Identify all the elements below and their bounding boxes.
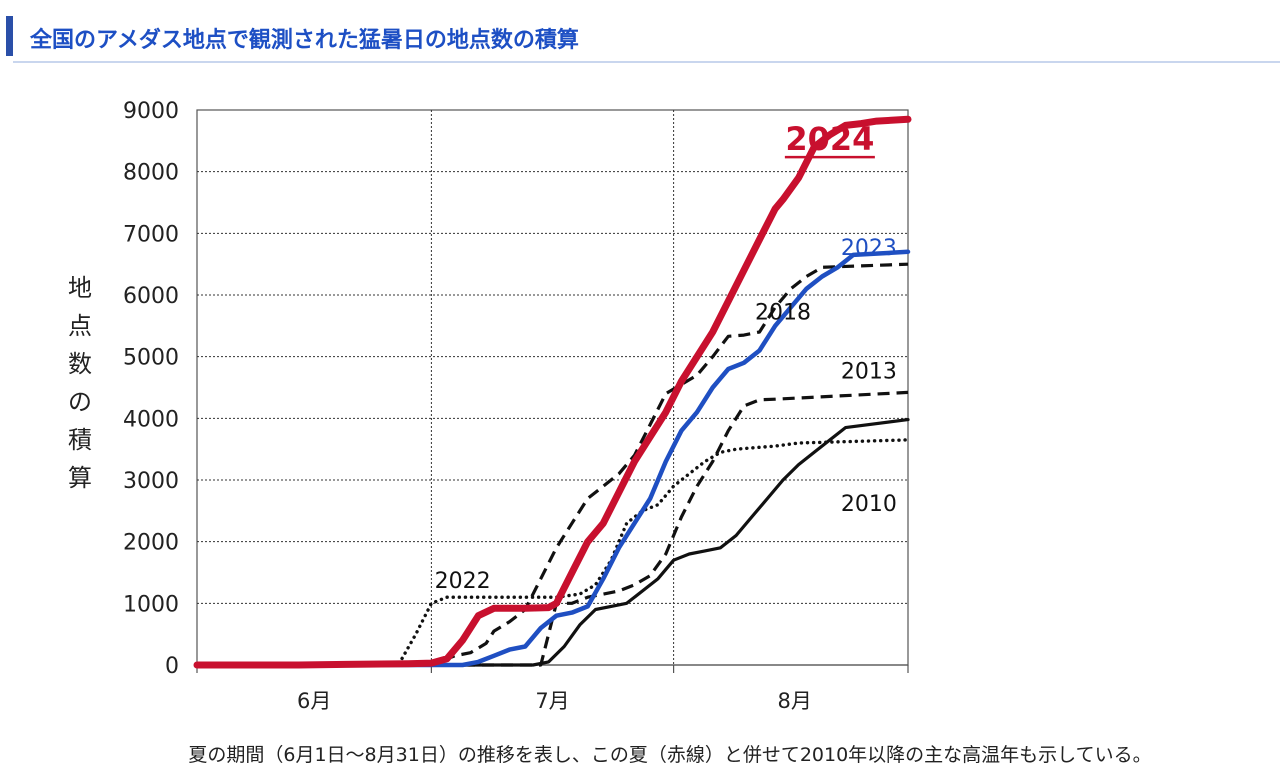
series-line-2013 bbox=[197, 390, 909, 667]
y-axis-label-char: 地 bbox=[68, 274, 92, 302]
y-tick-label: 9000 bbox=[123, 99, 179, 124]
series-line-2023 bbox=[194, 249, 911, 668]
y-tick-label: 5000 bbox=[123, 346, 179, 371]
series-line-2010 bbox=[195, 418, 910, 667]
series-line-2018 bbox=[197, 262, 909, 667]
x-tick-labels: 6月 7月 8月 bbox=[297, 689, 812, 713]
cumulative-extreme-heat-days-chart: 地点数の積算 0 1000 2000 3000 4000 5000 6000 7000 8000… bbox=[68, 99, 912, 713]
y-axis-label-char: の bbox=[68, 388, 92, 416]
x-tick-label: 7月 bbox=[535, 689, 569, 713]
y-axis-label: 地点数の積算 bbox=[68, 274, 92, 492]
y-tick-label: 4000 bbox=[123, 407, 179, 432]
series-label-2018: 2018 bbox=[755, 301, 811, 326]
series-label-2013: 2013 bbox=[841, 359, 897, 384]
x-tick-label: 8月 bbox=[778, 689, 812, 713]
series-label-2023: 2023 bbox=[841, 236, 897, 261]
series-lines bbox=[193, 115, 912, 669]
series-line-2024 bbox=[193, 115, 912, 669]
y-tick-label: 2000 bbox=[123, 531, 179, 556]
header-divider bbox=[13, 61, 1280, 63]
y-axis-label-char: 算 bbox=[68, 464, 92, 492]
series-label-2024: 2024 bbox=[785, 120, 874, 158]
series-label-2022: 2022 bbox=[435, 569, 491, 594]
y-axis-label-char: 点 bbox=[68, 312, 92, 340]
x-tick-label: 6月 bbox=[297, 689, 331, 713]
y-axis-label-char: 積 bbox=[68, 426, 92, 454]
plot-frame bbox=[196, 109, 909, 666]
section-header: 全国のアメダス地点で観測された猛暑日の地点数の積算 bbox=[0, 10, 1280, 63]
y-tick-label: 8000 bbox=[123, 161, 179, 186]
y-tick-label: 3000 bbox=[123, 469, 179, 494]
y-tick-label: 0 bbox=[165, 654, 179, 679]
series-line-2022 bbox=[195, 438, 910, 667]
grid-lines bbox=[196, 109, 909, 673]
y-tick-label: 1000 bbox=[123, 592, 179, 617]
series-label-2010: 2010 bbox=[841, 492, 897, 517]
y-axis-label-char: 数 bbox=[68, 350, 92, 378]
page-title: 全国のアメダス地点で観測された猛暑日の地点数の積算 bbox=[30, 28, 579, 53]
y-tick-label: 6000 bbox=[123, 284, 179, 309]
y-tick-labels: 0 1000 2000 3000 4000 5000 6000 7000 8000 9000 bbox=[123, 99, 179, 679]
header-accent-bar bbox=[6, 16, 13, 56]
chart-caption: 夏の期間（6月1日〜8月31日）の推移を表し、この夏（赤線）と併せて2010年以… bbox=[188, 744, 1152, 766]
y-tick-label: 7000 bbox=[123, 222, 179, 247]
series-labels: 2024 2023 2018 2013 2022 2010 bbox=[435, 120, 897, 594]
